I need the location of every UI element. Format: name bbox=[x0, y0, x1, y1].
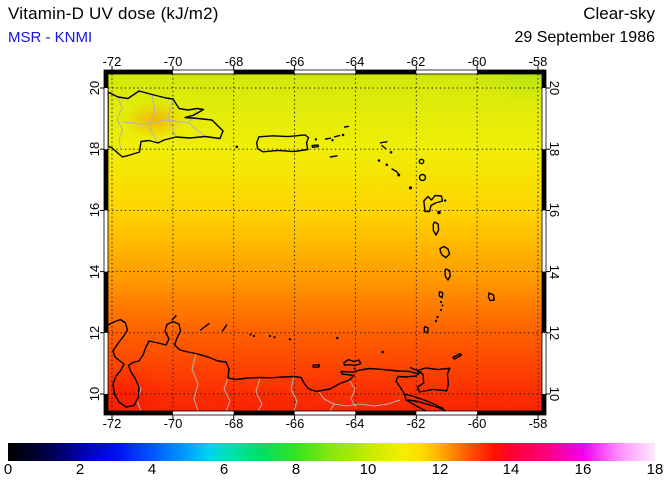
lon-tick-label-bottom: -60 bbox=[467, 416, 487, 431]
coastline-virgin-islands bbox=[324, 125, 350, 158]
coastline-st-lucia bbox=[444, 268, 451, 281]
data-source-label: MSR - KNMI bbox=[8, 29, 93, 46]
lat-tick-label-right: 14 bbox=[547, 264, 562, 280]
map-border-frame bbox=[100, 66, 550, 419]
colorbar-tick-label: 8 bbox=[291, 461, 301, 478]
lat-tick-label-right: 18 bbox=[547, 141, 562, 157]
coastline-barbuda bbox=[418, 158, 425, 165]
lat-tick-label-right: 16 bbox=[547, 202, 562, 218]
lat-tick-label-left: 16 bbox=[87, 202, 102, 218]
colorbar-tick-label: 12 bbox=[431, 461, 449, 478]
coastline-hispaniola bbox=[107, 90, 224, 158]
lon-tick-label-top: -64 bbox=[345, 54, 365, 69]
coastline-abc-islands bbox=[171, 314, 228, 332]
coastline-la-tortuga bbox=[312, 363, 320, 369]
coastline-venezuela-mainland bbox=[107, 318, 427, 412]
lon-tick-label-top: -60 bbox=[467, 54, 487, 69]
lat-tick-label-right: 20 bbox=[547, 80, 562, 96]
lat-tick-label-right: 10 bbox=[547, 386, 562, 402]
graticule-grid bbox=[108, 74, 542, 411]
lat-tick-label-left: 20 bbox=[87, 80, 102, 96]
lon-tick-label-top: -66 bbox=[285, 54, 305, 69]
sky-condition-label: Clear-sky bbox=[583, 4, 655, 23]
lat-tick-label-left: 12 bbox=[87, 325, 102, 341]
coastline-st-vincent bbox=[438, 290, 444, 299]
lat-tick-label-right: 12 bbox=[547, 325, 562, 341]
colorbar-tick-label: 4 bbox=[147, 461, 157, 478]
lon-tick-label-top: -72 bbox=[102, 54, 122, 69]
lon-tick-label-bottom: -66 bbox=[285, 416, 305, 431]
lat-tick-label-left: 14 bbox=[87, 264, 102, 280]
coastline-guadeloupe bbox=[423, 194, 444, 213]
coastline-st-kitts-nevis bbox=[391, 168, 400, 175]
coastline-tobago bbox=[452, 352, 463, 360]
coastline-barbados bbox=[487, 292, 495, 302]
lon-tick-label-bottom: -70 bbox=[163, 416, 183, 431]
lon-tick-label-bottom: -62 bbox=[406, 416, 426, 431]
coastline-martinique bbox=[439, 245, 451, 259]
lon-tick-label-bottom: -58 bbox=[528, 416, 548, 431]
coastlines bbox=[107, 90, 495, 412]
colorbar-tick-label: 14 bbox=[502, 461, 520, 478]
map-overlay bbox=[100, 66, 550, 419]
colorbar-tick-label: 2 bbox=[75, 461, 85, 478]
colorbar bbox=[8, 443, 655, 461]
lat-tick-label-left: 10 bbox=[87, 386, 102, 402]
coastline-margarita bbox=[343, 358, 362, 367]
colorbar-tick-label: 0 bbox=[3, 461, 13, 478]
lon-tick-label-top: -68 bbox=[224, 54, 244, 69]
inland-borders-rivers bbox=[116, 94, 401, 412]
coastline-trinidad bbox=[409, 366, 451, 393]
axis-tick-marks bbox=[100, 66, 550, 419]
coastline-puerto-rico bbox=[255, 134, 310, 153]
lon-tick-label-top: -62 bbox=[406, 54, 426, 69]
colorbar-tick-label: 10 bbox=[359, 461, 377, 478]
page-title: Vitamin-D UV dose (kJ/m2) bbox=[8, 4, 219, 23]
colorbar-tick-label: 6 bbox=[219, 461, 229, 478]
coastline-vieques bbox=[311, 144, 320, 148]
coastline-dominica bbox=[432, 221, 440, 236]
lon-tick-label-bottom: -64 bbox=[345, 416, 365, 431]
map-field bbox=[108, 74, 542, 411]
coastline-orinoco-delta bbox=[403, 393, 447, 412]
coastline-antigua bbox=[418, 173, 427, 182]
lon-tick-label-bottom: -68 bbox=[224, 416, 244, 431]
coastline-grenada bbox=[423, 325, 429, 334]
date-label: 29 September 1986 bbox=[514, 29, 655, 46]
coastline-anguilla-st-martin bbox=[379, 141, 388, 150]
colorbar-tick-label: 18 bbox=[646, 461, 664, 478]
colorbar-tick-label: 16 bbox=[574, 461, 592, 478]
lat-tick-label-left: 18 bbox=[87, 141, 102, 157]
small-island-dots bbox=[235, 133, 447, 370]
lon-tick-label-top: -58 bbox=[528, 54, 548, 69]
lon-tick-label-bottom: -72 bbox=[102, 416, 122, 431]
lon-tick-label-top: -70 bbox=[163, 54, 183, 69]
